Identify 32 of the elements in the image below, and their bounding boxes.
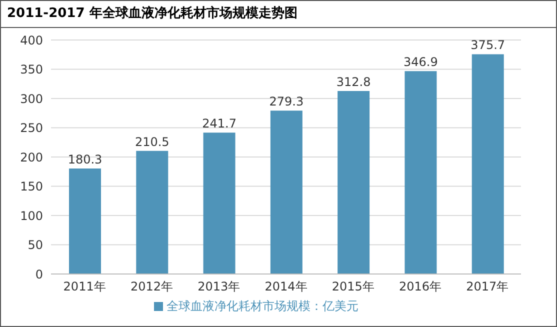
y-tick-label: 250 <box>20 121 43 136</box>
x-tick-label: 2012年 <box>130 280 173 294</box>
y-tick-label: 100 <box>20 208 43 223</box>
x-tick-label: 2016年 <box>399 280 442 294</box>
legend-label: 全球血液净化耗材市场规模：亿美元 <box>166 299 358 313</box>
x-tick-label: 2014年 <box>264 280 308 294</box>
x-tick-label: 2017年 <box>466 280 509 294</box>
bar <box>270 110 302 274</box>
bar <box>472 54 504 274</box>
x-tick-label: 2013年 <box>198 280 240 294</box>
bar <box>69 168 101 274</box>
y-tick-label: 50 <box>28 238 43 252</box>
data-label: 180.3 <box>68 152 102 167</box>
bar <box>203 132 236 274</box>
y-tick-label: 150 <box>20 180 43 194</box>
data-label: 279.3 <box>269 94 304 109</box>
data-label: 375.7 <box>470 38 506 52</box>
y-tick-label: 350 <box>20 62 43 77</box>
bar <box>338 91 370 274</box>
y-tick-label: 0 <box>35 267 43 282</box>
y-tick-label: 400 <box>20 33 43 48</box>
y-tick-label: 300 <box>20 92 43 106</box>
bar <box>404 71 437 274</box>
y-tick-label: 200 <box>20 150 43 164</box>
data-label: 312.8 <box>336 75 371 90</box>
x-tick-label: 2011年 <box>63 280 106 294</box>
x-tick-label: 2015年 <box>332 280 374 294</box>
data-label: 346.9 <box>404 55 438 70</box>
data-label: 241.7 <box>202 116 236 131</box>
data-label: 210.5 <box>134 134 170 149</box>
chart-title: 2011-2017 年全球血液净化耗材市场规模走势图 <box>1 1 556 28</box>
bar <box>136 150 168 274</box>
